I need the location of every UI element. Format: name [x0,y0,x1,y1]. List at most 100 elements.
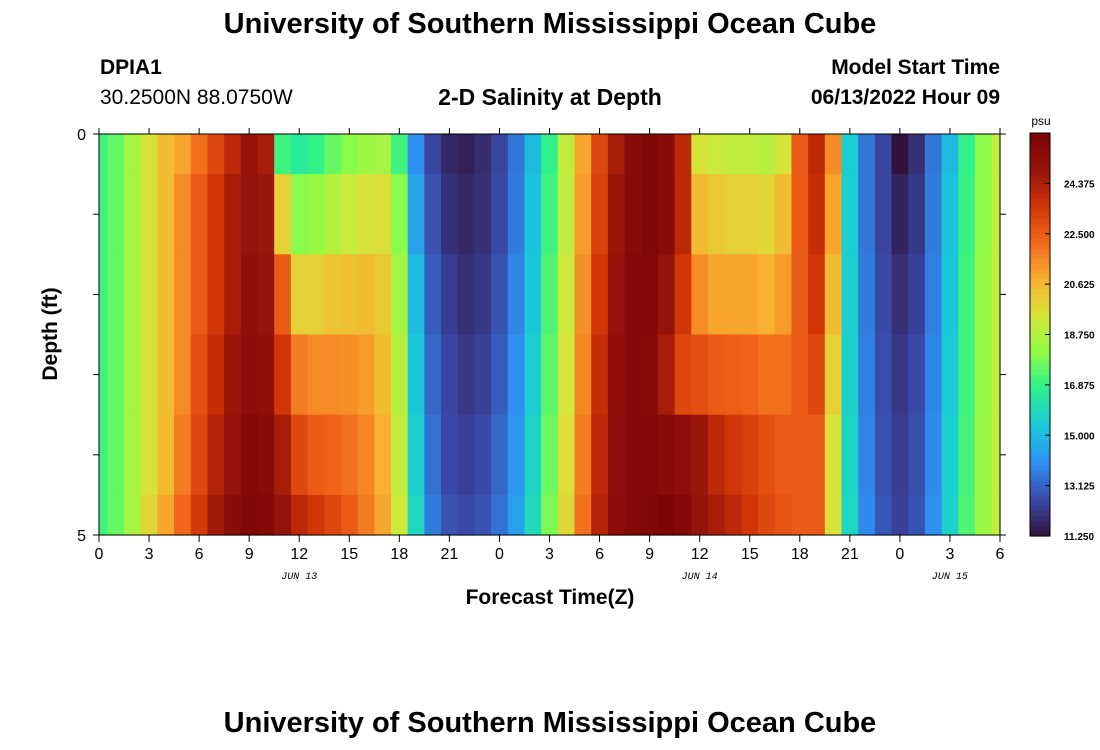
heatmap-cell [724,414,742,496]
heatmap-cell [941,254,959,336]
heatmap-cell [374,494,392,536]
heatmap-cell [424,174,442,255]
heatmap-cell [324,134,342,175]
colorbar-swatch [1030,455,1050,462]
heatmap-cell [441,254,459,336]
heatmap-cell [224,494,242,536]
heatmap-cell [407,494,425,536]
colorbar-swatch [1030,148,1050,154]
heatmap-cell [274,174,292,255]
heatmap-cell [708,414,726,496]
heatmap-cell [307,134,325,175]
heatmap-cell [307,254,325,336]
colorbar-swatch [1030,505,1050,512]
heatmap-cell [524,414,542,496]
heatmap-cell [824,254,843,336]
heatmap-cell [541,134,559,175]
colorbar-swatch [1030,515,1050,522]
heatmap-cell [157,134,175,175]
x-tick-label: 12 [691,546,709,563]
heatmap-cell [441,334,459,416]
heatmap-cell [607,174,626,255]
colorbar: 11.250 13.125 15.000 16.875 18.750 20.625 22.5… [1029,132,1095,543]
heatmap-cell [841,254,859,336]
heatmap-cell [574,174,592,255]
heatmap-cell [674,174,692,255]
colorbar-swatch [1030,193,1050,200]
heatmap-cell [99,254,108,336]
heatmap-cell [774,174,793,255]
heatmap-cell [240,174,259,255]
heatmap-cell [674,494,692,536]
heatmap-cell [190,334,209,416]
heatmap-cell [874,134,893,175]
heatmap-cell [374,174,392,255]
station-coordinates: 30.2500N 88.0750W [100,86,293,109]
heatmap-cell [607,254,626,336]
heatmap-cell [824,174,843,255]
colorbar-swatch [1030,430,1050,436]
heatmap-cell [290,134,309,175]
heatmap-cell [791,494,809,536]
heatmap-cell [641,254,659,336]
heatmap-cell [157,414,175,496]
colorbar-swatch [1030,470,1050,477]
heatmap-cell [574,334,592,416]
heatmap-cell [824,334,843,416]
heatmap-cell [758,334,776,416]
heatmap-cell [424,134,442,175]
heatmap-cell [758,494,776,536]
heatmap-cell [374,334,392,416]
heatmap-cell [240,334,259,416]
heatmap-cell [124,334,142,416]
heatmap-cell [140,334,158,416]
heatmap-cell [107,414,125,496]
heatmap-cell [491,414,509,496]
colorbar-swatch [1030,364,1050,371]
heatmap-cell [274,494,292,536]
colorbar-swatch [1030,208,1050,215]
colorbar-swatch [1030,359,1050,366]
colorbar-swatch [1030,415,1050,421]
x-tick-label: 9 [245,546,254,563]
heatmap-cell [624,494,642,536]
heatmap-cell [424,494,442,536]
colorbar-swatch [1030,394,1050,401]
x-tick-label: 9 [645,546,654,563]
heatmap-cell [491,494,509,536]
heatmap-cell [941,494,959,536]
heatmap-cell [190,494,209,536]
colorbar-swatch [1030,425,1050,431]
heatmap-cell [874,494,893,536]
heatmap-cell [390,134,409,175]
heatmap-cell [557,174,576,255]
colorbar-swatch [1030,339,1050,346]
heatmap-cell [174,414,192,496]
heatmap-cell [507,414,526,496]
x-tick-label: 3 [945,546,954,563]
heatmap-cell [140,254,158,336]
heatmap-cell [741,174,759,255]
colorbar-swatch [1030,294,1050,300]
heatmap-cell [307,494,325,536]
heatmap-cell [190,254,209,336]
x-tick-label: 12 [290,546,308,563]
heatmap-cell [741,254,759,336]
plot-title: 2-D Salinity at Depth [438,84,662,110]
heatmap-cell [674,134,692,175]
heatmap-cell [891,134,909,175]
heatmap-cell [958,254,976,336]
heatmap-cell [157,494,175,536]
heatmap-cell [724,334,742,416]
heatmap-cell [591,494,609,536]
colorbar-swatch [1030,284,1050,290]
heatmap-cell [908,494,926,536]
heatmap-cell [124,494,142,536]
colorbar-swatch [1030,495,1050,502]
heatmap-cell [641,334,659,416]
heatmap-cell [574,254,592,336]
heatmap-cell [274,414,292,496]
heatmap-cell [407,134,425,175]
x-tick-label: 15 [340,546,358,563]
heatmap-cell [591,174,609,255]
